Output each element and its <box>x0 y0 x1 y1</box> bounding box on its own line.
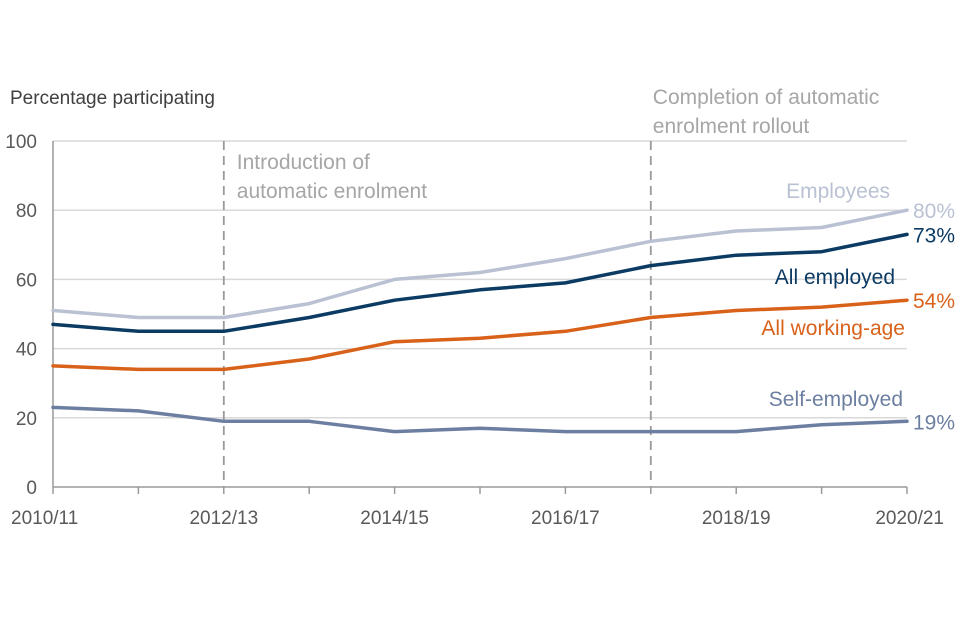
series-label-self-employed: Self-employed <box>769 388 903 411</box>
reference-lines <box>222 141 652 487</box>
annotation-1-line-2: automatic enrolment <box>237 180 427 203</box>
y-tick-label-80: 80 <box>16 201 37 222</box>
end-value-all-employed: 73% <box>913 224 955 247</box>
y-tick-label-20: 20 <box>16 409 37 430</box>
x-tick-label-2016/17: 2016/17 <box>531 508 600 529</box>
axes: 0 20 40 60 80 100 2010/11 2012/13 2014/15 2016/17… <box>5 132 944 529</box>
annotations: Introduction of automatic enrolment Comple… <box>237 86 879 203</box>
y-tick-label-40: 40 <box>16 340 37 361</box>
series-label-all-employed: All employed <box>775 266 895 289</box>
y-axis-title: Percentage participating <box>10 88 215 109</box>
series-line-employees <box>51 208 909 320</box>
series-labels: Employees 80% All employed 73% All working-a… <box>761 180 955 434</box>
annotation-2-line-1: Completion of automatic <box>653 86 879 109</box>
annotation-1-line-1: Introduction of <box>237 151 370 174</box>
series-line-self-employed <box>51 405 909 434</box>
end-value-all-working-age: 54% <box>913 290 955 313</box>
series-label-all-working-age: All working-age <box>761 317 905 340</box>
x-tick-label-2020/21: 2020/21 <box>875 508 944 529</box>
end-value-employees: 80% <box>913 200 955 223</box>
end-value-self-employed: 19% <box>913 411 955 434</box>
y-tick-label-100: 100 <box>5 132 37 153</box>
x-tick-label-2018/19: 2018/19 <box>702 508 771 529</box>
gridlines <box>53 140 907 419</box>
series-label-employees: Employees <box>786 180 890 203</box>
y-tick-label-0: 0 <box>26 478 37 499</box>
y-tick-label-60: 60 <box>16 270 37 291</box>
x-tick-label-2010/11: 2010/11 <box>11 508 78 529</box>
series-lines <box>51 208 909 434</box>
annotation-2-line-2: enrolment rollout <box>653 115 810 138</box>
x-tick-label-2012/13: 2012/13 <box>189 508 258 529</box>
x-tick-label-2014/15: 2014/15 <box>360 508 429 529</box>
